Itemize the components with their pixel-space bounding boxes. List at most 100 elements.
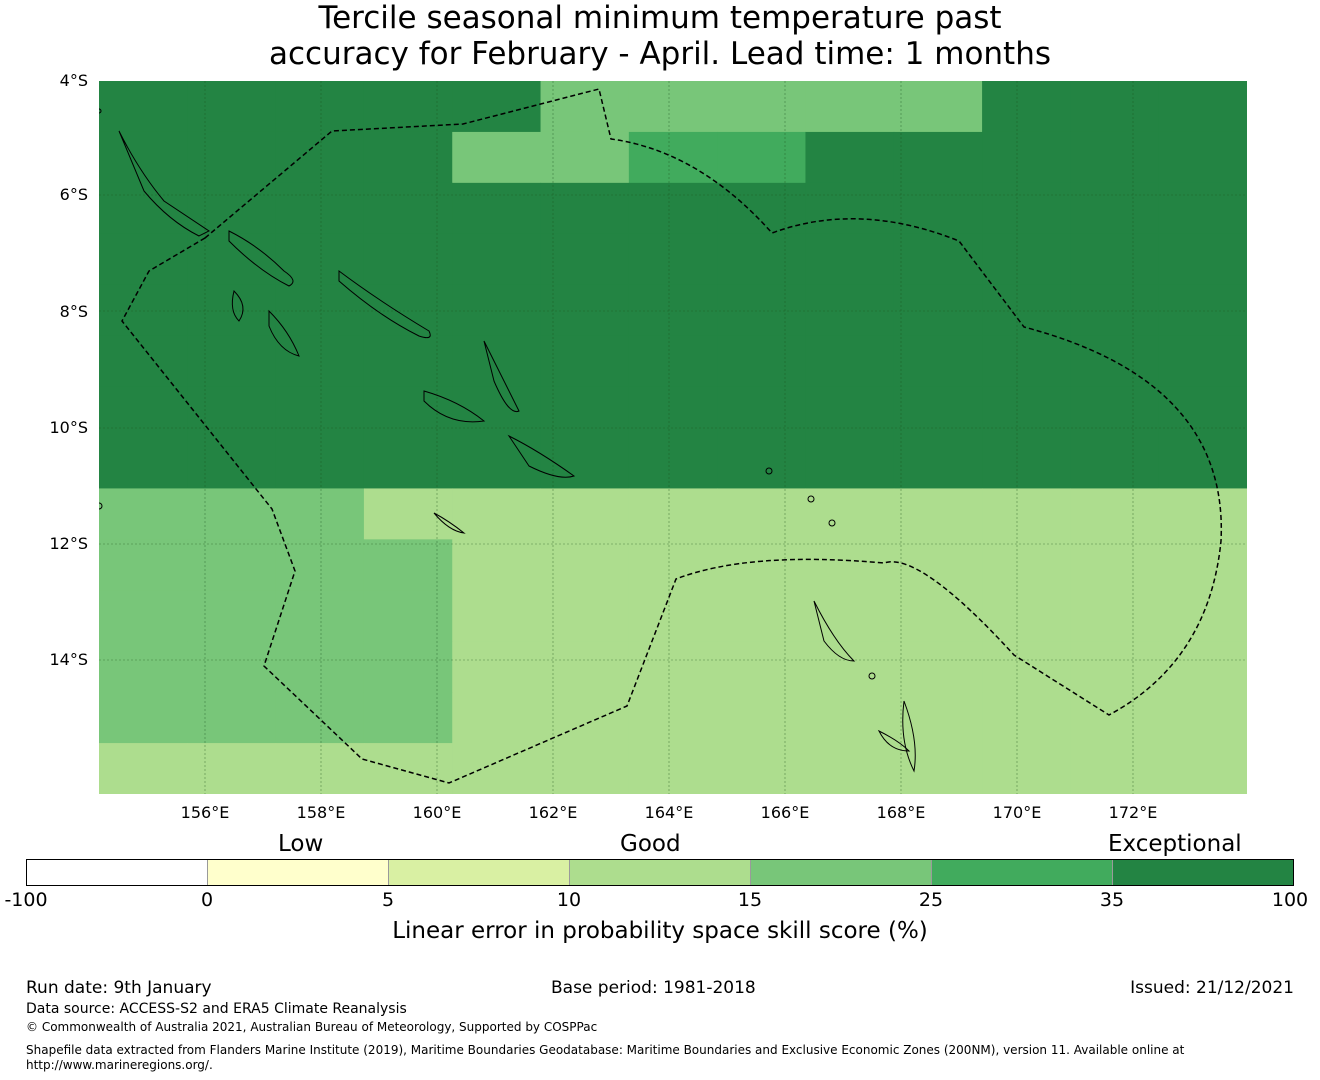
skill-cell	[187, 692, 277, 744]
skill-cell	[805, 641, 895, 693]
skill-cell	[452, 233, 542, 286]
skill-cell	[1158, 81, 1247, 133]
skill-cell	[99, 131, 188, 184]
colorbar-tick-100: 100	[1271, 889, 1309, 911]
skill-cell	[628, 81, 718, 133]
skill-cell	[805, 386, 895, 438]
skill-cell	[717, 437, 806, 489]
base-period: Base period: 1981-2018	[551, 978, 756, 998]
skill-cell	[628, 590, 718, 642]
skill-cell	[893, 590, 983, 642]
colorbar-label: Linear error in probability space skill …	[392, 918, 928, 944]
skill-cell	[363, 284, 453, 337]
skill-cell	[982, 131, 1071, 184]
skill-cell	[540, 692, 630, 744]
skill-cell	[805, 743, 895, 794]
skill-cell	[982, 233, 1071, 286]
skill-cell	[1070, 182, 1160, 235]
skill-cell	[275, 182, 365, 235]
lat-label-10s: 10°S	[49, 418, 88, 437]
skill-cell	[628, 743, 718, 794]
skill-cell	[893, 182, 983, 235]
skill-cell	[363, 335, 453, 388]
shapefile-credit: Shapefile data extracted from Flanders M…	[26, 1043, 1306, 1073]
skill-cell	[893, 131, 983, 184]
skill-cell	[628, 692, 718, 744]
lat-label-6s: 6°S	[59, 185, 88, 204]
skill-cell	[628, 182, 718, 235]
skill-cell	[99, 233, 188, 286]
skill-cell	[99, 386, 188, 438]
skill-cell	[1070, 743, 1160, 794]
colorbar-tick-10: 10	[556, 889, 582, 911]
skill-cell	[982, 743, 1071, 794]
lon-label-168e: 168°E	[876, 803, 926, 822]
lon-label-158e: 158°E	[296, 803, 346, 822]
skill-cell	[717, 182, 806, 235]
skill-cell	[187, 233, 277, 286]
skill-cell	[452, 692, 542, 744]
skill-cell	[540, 743, 630, 794]
skill-cell	[805, 590, 895, 642]
skill-cell	[275, 335, 365, 388]
skill-cell	[452, 81, 542, 133]
skill-cell	[275, 641, 365, 693]
legend-category-exceptional: Exceptional	[1108, 831, 1242, 857]
skill-cell	[187, 437, 277, 489]
lon-label-156e: 156°E	[180, 803, 230, 822]
skill-cell	[1070, 488, 1160, 540]
colorbar-segment-neg100-0	[27, 860, 208, 885]
skill-cell	[363, 131, 453, 184]
lon-label-164e: 164°E	[644, 803, 694, 822]
skill-cell	[99, 284, 188, 337]
skill-cell	[452, 488, 542, 540]
skill-cell	[540, 182, 630, 235]
skill-cell	[893, 488, 983, 540]
colorbar-tick-35: 35	[1099, 889, 1125, 911]
colorbar-segment-0-5	[208, 860, 389, 885]
skill-cell	[452, 386, 542, 438]
skill-cell	[893, 437, 983, 489]
skill-cell	[982, 335, 1071, 388]
skill-cell	[717, 743, 806, 794]
skill-cell	[275, 386, 365, 438]
skill-cell	[1158, 692, 1247, 744]
legend-category-good: Good	[620, 831, 681, 857]
skill-cell	[717, 335, 806, 388]
skill-cell	[187, 641, 277, 693]
skill-cell	[363, 641, 453, 693]
skill-cell	[99, 641, 188, 693]
skill-cell	[982, 488, 1071, 540]
skill-cell	[363, 81, 453, 133]
skill-cell	[805, 437, 895, 489]
skill-cell	[452, 284, 542, 337]
skill-cell	[99, 182, 188, 235]
skill-cell	[1070, 233, 1160, 286]
skill-cell	[363, 386, 453, 438]
skill-cell	[187, 81, 277, 133]
skill-cell	[275, 131, 365, 184]
skill-cell	[805, 335, 895, 388]
skill-cell	[540, 284, 630, 337]
skill-cell	[99, 488, 188, 540]
skill-cell	[363, 539, 453, 591]
skill-cell	[363, 692, 453, 744]
skill-cell	[275, 692, 365, 744]
skill-cell	[1070, 539, 1160, 591]
skill-cell	[187, 488, 277, 540]
skill-cell	[805, 81, 895, 133]
skill-cell	[363, 743, 453, 794]
skill-cell	[893, 81, 983, 133]
skill-cell	[982, 386, 1071, 438]
skill-cell	[187, 131, 277, 184]
skill-cell	[452, 182, 542, 235]
skill-cell	[540, 590, 630, 642]
skill-cell	[540, 81, 630, 133]
skill-cell	[628, 284, 718, 337]
skill-cell	[1070, 641, 1160, 693]
skill-cell	[187, 743, 277, 794]
skill-cell	[452, 641, 542, 693]
colorbar-tick-25: 25	[918, 889, 944, 911]
skill-cell	[275, 437, 365, 489]
skill-cell	[982, 641, 1071, 693]
